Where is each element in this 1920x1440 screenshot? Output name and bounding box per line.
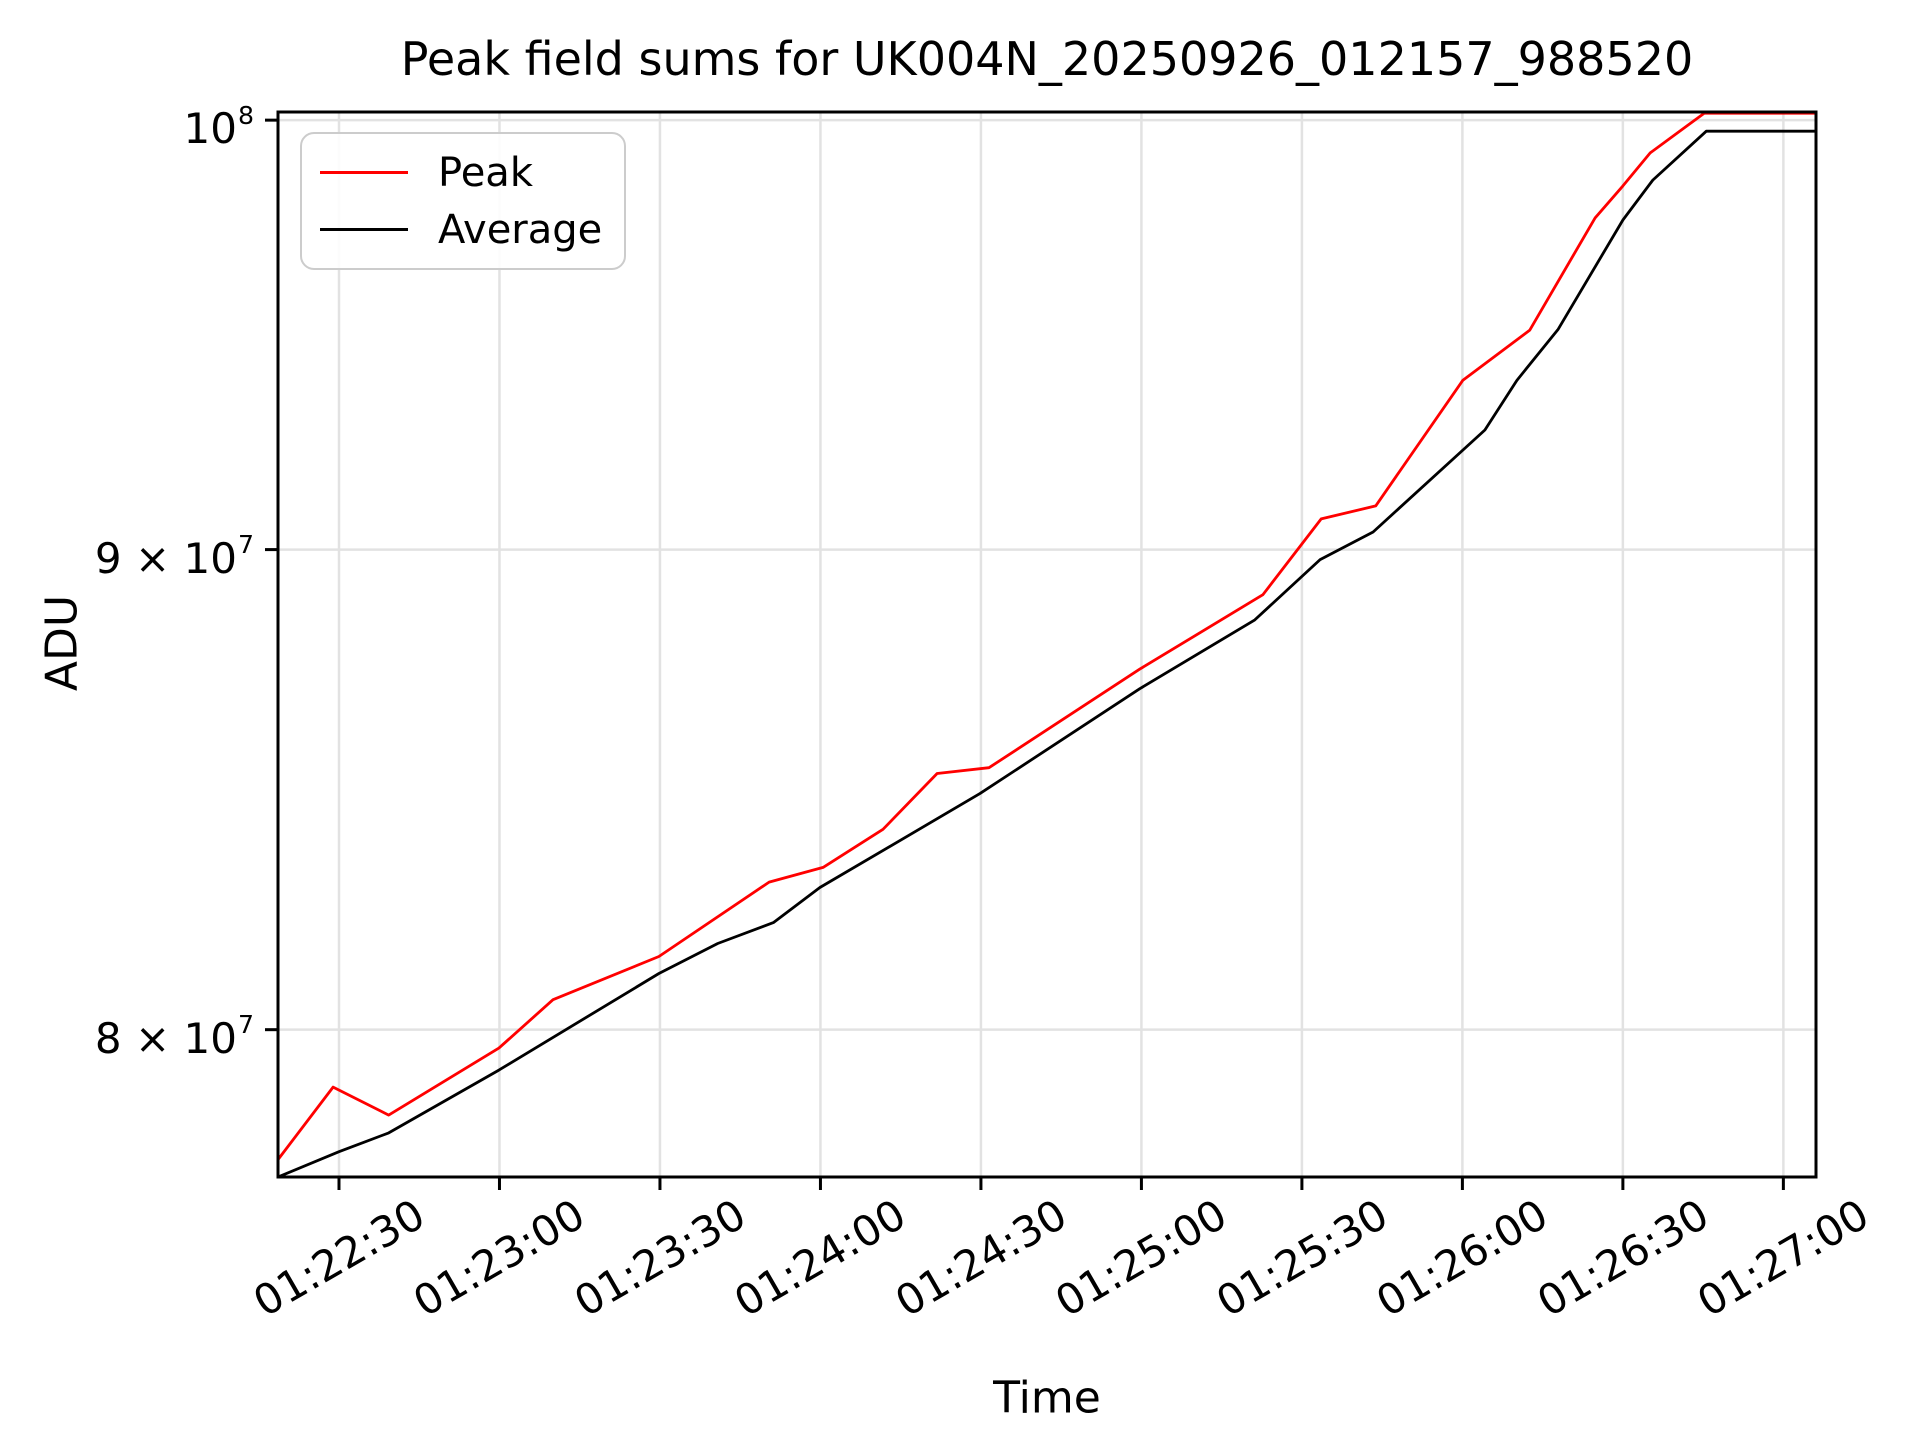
series-line-average (278, 129, 1816, 1177)
x-axis-label: Time (993, 1372, 1101, 1424)
y-tick-label: 108 (183, 100, 254, 154)
legend-label-average: Average (438, 206, 603, 253)
y-tick-label: 9 × 107 (94, 530, 254, 583)
legend-item-peak: Peak (320, 153, 614, 193)
series-line-peak (278, 112, 1816, 1161)
tick-marks (265, 118, 1785, 1190)
gridlines (278, 112, 1816, 1177)
y-tick-label: 8 × 107 (94, 1010, 254, 1063)
average-line-swatch (320, 228, 408, 231)
y-axis-label: ADU (36, 594, 88, 692)
legend-label-peak: Peak (438, 149, 533, 196)
chart-title: Peak field sums for UK004N_20250926_0121… (400, 32, 1694, 86)
peak-line-swatch (320, 171, 408, 174)
plot-frame (276, 110, 1818, 1179)
legend-item-average: Average (320, 210, 614, 250)
series-lines (278, 112, 1816, 1177)
legend: Peak Average (300, 132, 626, 270)
